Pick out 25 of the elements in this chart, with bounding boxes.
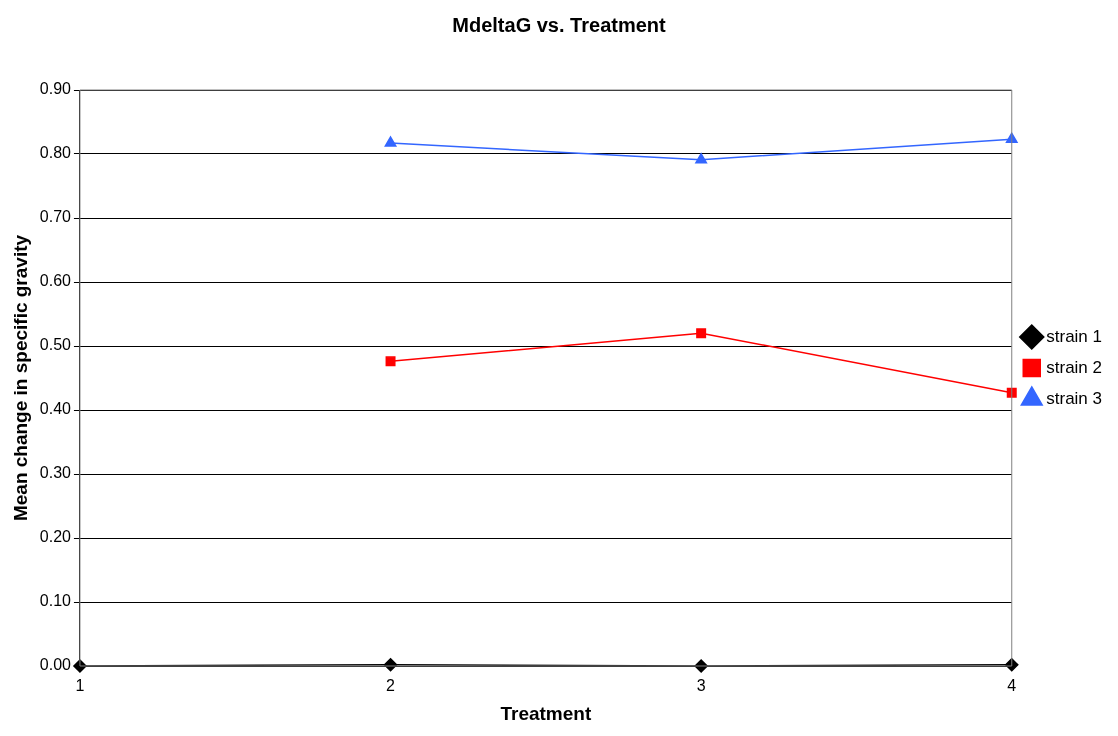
x-tick-label: 3: [696, 677, 706, 695]
point: [695, 153, 708, 164]
y-tick-label: 0.90: [39, 80, 72, 98]
legend-label: strain 3: [1046, 388, 1102, 408]
y-tick-label: 0.70: [39, 208, 72, 226]
y-tick-label: 0.50: [39, 336, 72, 354]
y-tick-label: 0.00: [39, 656, 72, 674]
y-tick-label: 0.20: [39, 528, 72, 546]
point: [384, 136, 397, 147]
point: [696, 328, 707, 339]
y-tick-label: 0.80: [39, 144, 72, 162]
legend-label: strain 2: [1046, 357, 1102, 377]
y-tick-label: 0.40: [39, 400, 72, 418]
point: [385, 356, 396, 367]
x-tick-label: 1: [75, 677, 85, 695]
y-axis-title: Mean change in specific gravity: [9, 234, 31, 522]
x-tick-label: 4: [1007, 677, 1017, 695]
x-axis-title: Treatment: [500, 702, 592, 724]
chart-title: MdeltaG vs. Treatment: [452, 13, 667, 36]
x-tick-label: 2: [386, 677, 396, 695]
point: [1006, 387, 1017, 398]
y-tick-label: 0.30: [39, 464, 72, 482]
y-tick-label: 0.10: [39, 592, 72, 610]
y-tick-label: 0.60: [39, 272, 72, 290]
legend-label: strain 1: [1046, 326, 1102, 346]
